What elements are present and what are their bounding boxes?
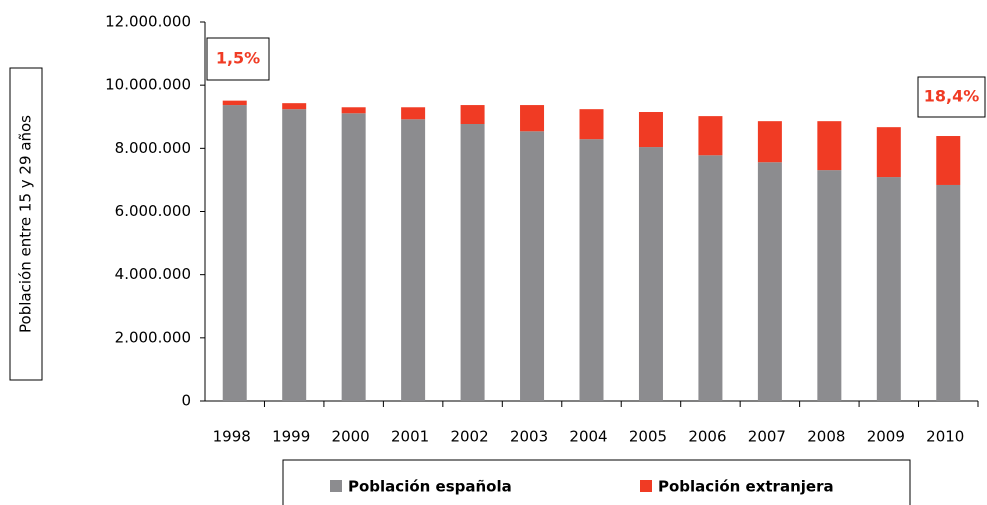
legend-label: Población extranjera <box>658 478 834 496</box>
bar-segment <box>936 136 961 185</box>
bar-segment <box>757 162 782 401</box>
bar-segment <box>698 155 723 401</box>
bar-segment <box>341 113 366 402</box>
y-tick-label: 2.000.000 <box>115 328 191 346</box>
bar-segment <box>876 127 901 178</box>
annotation: 18,4% <box>924 87 980 106</box>
bar-segment <box>876 177 901 401</box>
x-tick-label: 2002 <box>450 428 488 446</box>
bar-segment <box>936 184 961 401</box>
bar-segment <box>282 103 307 110</box>
y-tick-label: 12.000.000 <box>105 13 191 31</box>
x-tick-label: 2004 <box>569 428 607 446</box>
y-axis-label: Población entre 15 y 29 años <box>17 115 35 333</box>
x-tick-label: 2000 <box>332 428 370 446</box>
annotation-box <box>206 37 270 81</box>
bar-segment <box>579 109 604 140</box>
bar-segment <box>757 121 782 163</box>
legend-swatch <box>640 480 652 492</box>
legend-box <box>282 459 911 505</box>
y-tick-label: 0 <box>181 392 191 410</box>
legend-label: Población española <box>348 478 512 496</box>
bar-segment <box>817 170 842 401</box>
bar-segment <box>520 131 545 402</box>
bar-segment <box>638 147 663 401</box>
bar-segment <box>579 139 604 401</box>
y-label-box <box>9 67 43 381</box>
annotation-box <box>917 76 986 118</box>
y-tick-label: 8.000.000 <box>115 139 191 157</box>
annotation: 1,5% <box>216 49 260 68</box>
bar-segment <box>520 105 545 132</box>
bar-segment <box>460 105 485 125</box>
y-tick-label: 6.000.000 <box>115 202 191 220</box>
bar-segment <box>222 100 247 106</box>
bar-segment <box>817 121 842 171</box>
x-tick-label: 2008 <box>807 428 845 446</box>
x-tick-label: 2007 <box>748 428 786 446</box>
bar-segment <box>401 107 426 120</box>
bar-segment <box>282 109 307 402</box>
x-tick-label: 2010 <box>926 428 964 446</box>
bar-segment <box>638 112 663 148</box>
legend-swatch <box>330 480 342 492</box>
x-tick-label: 2005 <box>629 428 667 446</box>
x-tick-label: 2001 <box>391 428 429 446</box>
bar-segment <box>460 124 485 402</box>
x-tick-label: 1999 <box>272 428 310 446</box>
bar-segment <box>222 105 247 402</box>
bar-segment <box>401 119 426 401</box>
x-tick-label: 2009 <box>867 428 905 446</box>
x-tick-label: 2006 <box>688 428 726 446</box>
bar-segment <box>698 116 723 156</box>
x-tick-label: 2003 <box>510 428 548 446</box>
y-tick-label: 10.000.000 <box>105 76 191 94</box>
bar-segment <box>341 107 366 114</box>
y-tick-label: 4.000.000 <box>115 265 191 283</box>
x-tick-label: 1998 <box>213 428 251 446</box>
